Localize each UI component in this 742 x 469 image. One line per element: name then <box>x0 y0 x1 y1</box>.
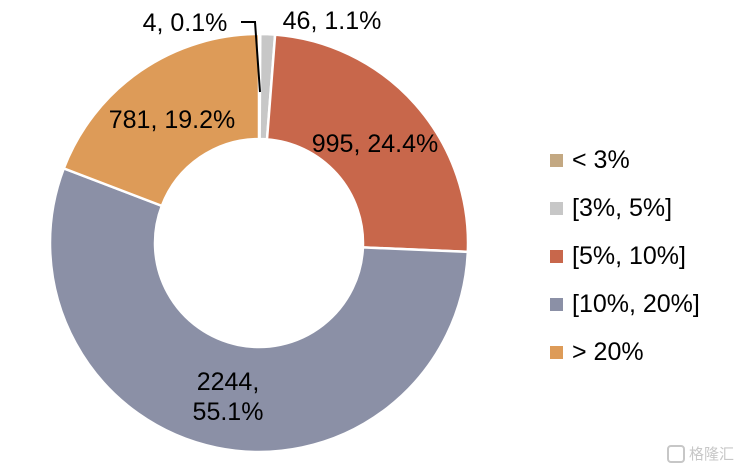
legend-item-10-20: [10%, 20%] <box>550 284 700 324</box>
legend: < 3% [3%, 5%] [5%, 10%] [10%, 20%] > 20% <box>550 140 700 380</box>
legend-item-3: < 3% <box>550 140 700 180</box>
slice-5-10 <box>265 33 470 254</box>
legend-swatch <box>550 249 563 263</box>
legend-item-20: > 20% <box>550 332 700 372</box>
legend-swatch <box>550 297 563 311</box>
watermark-text: 格隆汇 <box>688 445 734 463</box>
legend-label: [3%, 5%] <box>572 193 673 222</box>
legend-label: > 20% <box>572 337 644 366</box>
legend-label: [10%, 20%] <box>572 289 700 318</box>
data-label-3: 4, 0.1% <box>143 9 228 37</box>
legend-swatch <box>550 153 563 167</box>
legend-swatch <box>550 201 563 215</box>
watermark-logo-icon <box>666 444 685 463</box>
leader-line-3 <box>241 21 261 93</box>
watermark: 格隆汇 <box>666 443 734 464</box>
legend-item-3-5: [3%, 5%] <box>550 188 700 228</box>
slice-20 <box>62 32 261 208</box>
slice-10-20 <box>48 166 470 454</box>
legend-label: < 3% <box>572 145 630 174</box>
data-label-20: 781, 19.2% <box>109 106 236 134</box>
data-label-3-5: 46, 1.1% <box>283 7 382 35</box>
data-label-5-10: 995, 24.4% <box>312 130 439 158</box>
legend-label: [5%, 10%] <box>572 241 686 270</box>
legend-item-5-10: [5%, 10%] <box>550 236 700 276</box>
legend-swatch <box>550 345 563 359</box>
data-label-10-20: 2244, 55.1% <box>193 368 264 426</box>
